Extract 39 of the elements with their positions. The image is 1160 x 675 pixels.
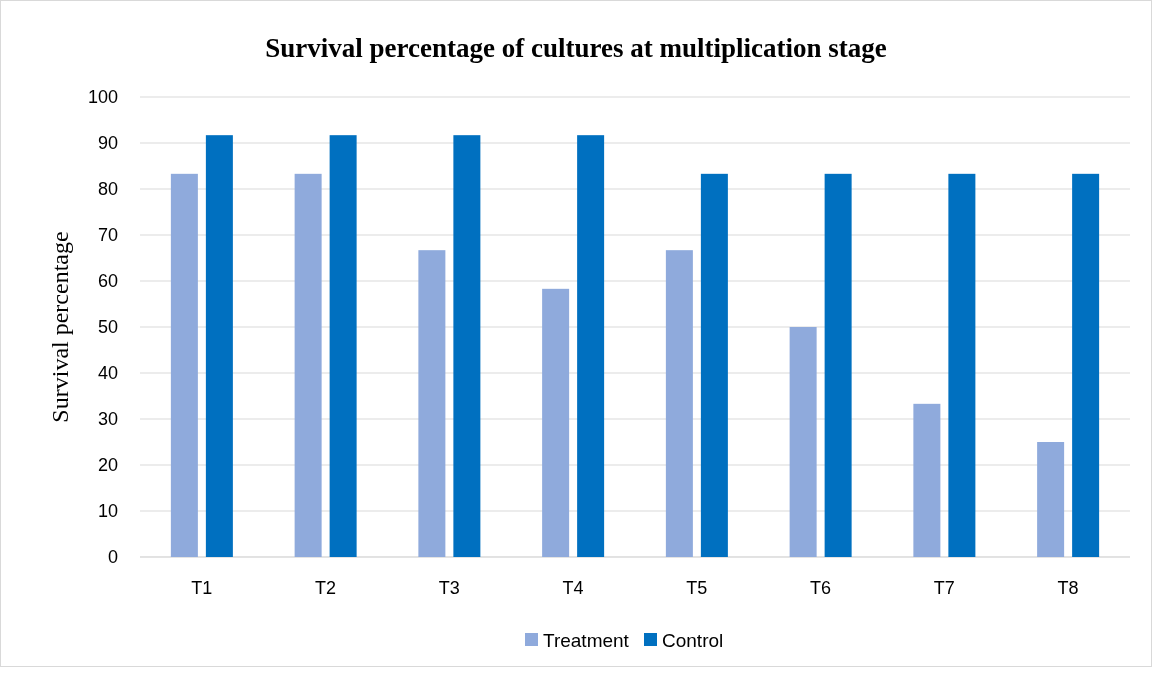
bar bbox=[824, 173, 852, 557]
x-tick-label: T1 bbox=[191, 578, 213, 598]
y-tick-label: 90 bbox=[97, 133, 118, 154]
bar bbox=[418, 250, 446, 557]
bar bbox=[789, 327, 817, 557]
y-tick-label: 100 bbox=[87, 87, 118, 108]
bar bbox=[1037, 442, 1065, 557]
y-tick-label: 80 bbox=[97, 179, 118, 200]
y-tick-label: 60 bbox=[97, 271, 118, 292]
y-tick-label: 30 bbox=[97, 409, 118, 430]
y-tick-label: 70 bbox=[97, 225, 118, 246]
legend-label: Control bbox=[662, 629, 724, 651]
bar bbox=[700, 173, 728, 557]
bar bbox=[577, 135, 605, 557]
bar bbox=[205, 135, 233, 557]
bar bbox=[542, 288, 570, 557]
bar bbox=[1072, 173, 1100, 557]
x-tick-label: T2 bbox=[315, 578, 337, 598]
x-tick-label: T4 bbox=[562, 578, 584, 598]
x-tick-label: T5 bbox=[686, 578, 708, 598]
y-tick-label: 40 bbox=[97, 363, 118, 384]
y-tick-label: 50 bbox=[97, 317, 118, 338]
bar bbox=[948, 173, 976, 557]
bar bbox=[294, 173, 322, 557]
bar bbox=[329, 135, 357, 557]
y-axis-title: Survival percentage bbox=[47, 231, 73, 423]
y-tick-label: 0 bbox=[107, 547, 118, 568]
y-tick-label: 10 bbox=[97, 501, 118, 522]
x-tick-label: T8 bbox=[1057, 578, 1079, 598]
bar bbox=[665, 250, 693, 557]
x-tick-label: T7 bbox=[933, 578, 955, 598]
chart-title: Survival percentage of cultures at multiplication stage bbox=[265, 33, 887, 63]
bar bbox=[913, 403, 941, 557]
bar bbox=[453, 135, 481, 557]
x-tick-label: T3 bbox=[438, 578, 460, 598]
bar bbox=[170, 173, 198, 557]
legend-label: Treatment bbox=[543, 629, 630, 651]
x-tick-label: T6 bbox=[810, 578, 832, 598]
y-tick-label: 20 bbox=[97, 455, 118, 476]
